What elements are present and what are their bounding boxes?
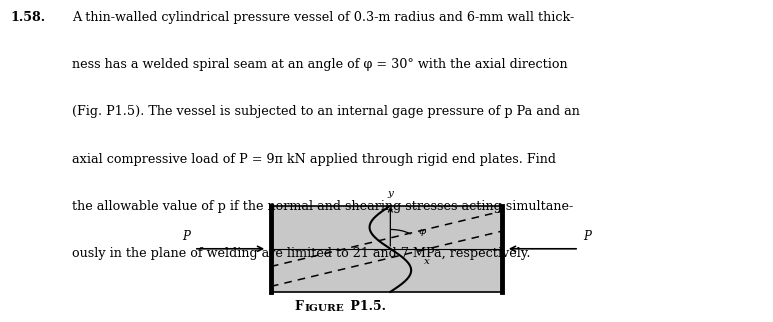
Bar: [271, 206, 502, 292]
Text: 1.58.: 1.58.: [11, 11, 46, 24]
Text: axial compressive load of P = 9π kN applied through rigid end plates. Find: axial compressive load of P = 9π kN appl…: [72, 153, 557, 166]
Text: (Fig. P1.5). The vessel is subjected to an internal gage pressure of p Pa and an: (Fig. P1.5). The vessel is subjected to …: [72, 106, 580, 118]
Text: ously in the plane of welding are limited to 21 and 7 MPa, respectively.: ously in the plane of welding are limite…: [72, 247, 531, 260]
Text: P: P: [583, 230, 591, 242]
Text: ness has a welded spiral seam at an angle of φ = 30° with the axial direction: ness has a welded spiral seam at an angl…: [72, 58, 568, 71]
Text: φ: φ: [419, 227, 426, 236]
Text: P: P: [182, 230, 190, 242]
Text: F: F: [294, 300, 303, 313]
Text: A thin-walled cylindrical pressure vessel of 0.3-m radius and 6-mm wall thick-: A thin-walled cylindrical pressure vesse…: [72, 11, 574, 24]
Text: y: y: [387, 189, 393, 198]
Text: IGURE: IGURE: [304, 304, 344, 313]
Text: x: x: [424, 257, 429, 266]
Text: the allowable value of p if the normal and shearing stresses acting simultane-: the allowable value of p if the normal a…: [72, 200, 574, 213]
Text: P1.5.: P1.5.: [346, 300, 386, 313]
